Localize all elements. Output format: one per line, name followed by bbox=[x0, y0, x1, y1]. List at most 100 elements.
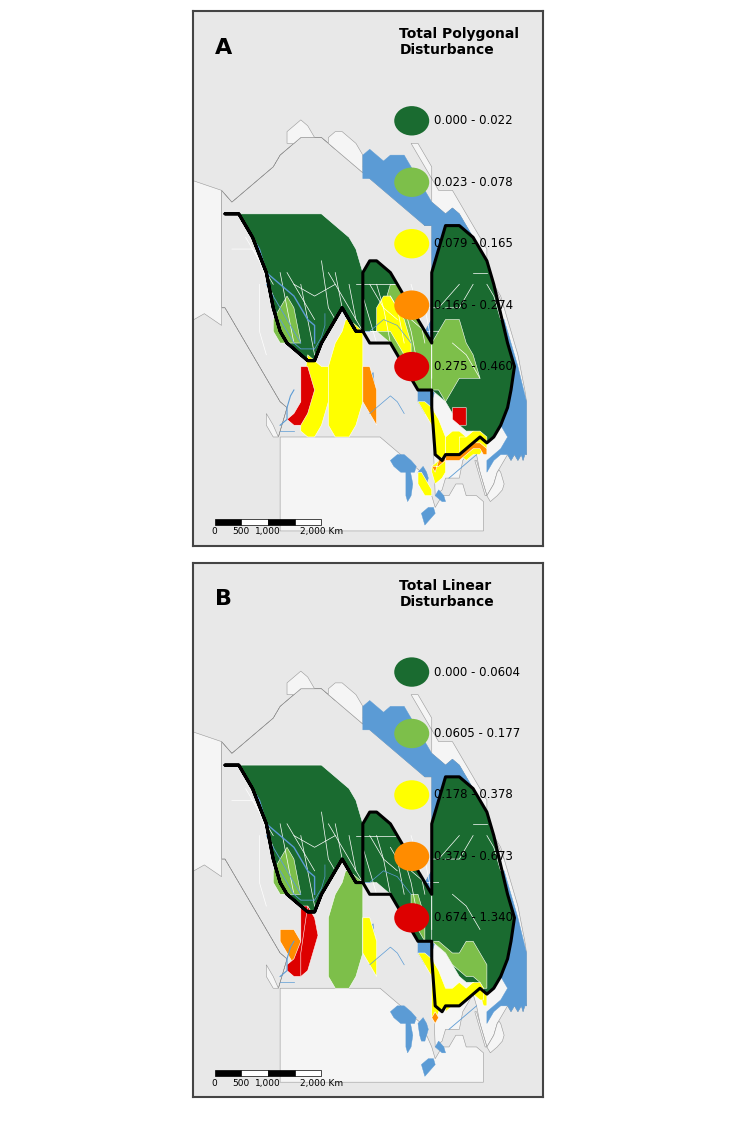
Bar bbox=[215, 520, 241, 525]
Polygon shape bbox=[363, 285, 432, 390]
Polygon shape bbox=[363, 918, 377, 976]
Polygon shape bbox=[418, 378, 432, 414]
Bar bbox=[241, 1071, 268, 1077]
Polygon shape bbox=[475, 1011, 487, 1047]
Ellipse shape bbox=[394, 781, 429, 810]
Text: 0.379 - 0.673: 0.379 - 0.673 bbox=[434, 849, 513, 863]
Polygon shape bbox=[435, 489, 445, 502]
Text: 0.275 - 0.460: 0.275 - 0.460 bbox=[434, 360, 513, 374]
Polygon shape bbox=[390, 1006, 417, 1024]
Polygon shape bbox=[487, 1022, 504, 1053]
Polygon shape bbox=[368, 924, 375, 953]
Polygon shape bbox=[225, 214, 363, 361]
Text: 2,000 Km: 2,000 Km bbox=[300, 528, 343, 537]
Ellipse shape bbox=[394, 106, 429, 135]
Bar bbox=[268, 1071, 295, 1077]
Polygon shape bbox=[418, 953, 445, 1011]
Polygon shape bbox=[280, 232, 294, 255]
Text: B: B bbox=[215, 588, 232, 609]
Polygon shape bbox=[280, 929, 301, 965]
Text: 0.166 - 0.274: 0.166 - 0.274 bbox=[434, 298, 514, 312]
Polygon shape bbox=[418, 929, 432, 965]
Polygon shape bbox=[328, 871, 363, 988]
Polygon shape bbox=[266, 414, 278, 436]
Ellipse shape bbox=[394, 657, 429, 686]
Polygon shape bbox=[432, 319, 480, 402]
Ellipse shape bbox=[394, 903, 429, 933]
Polygon shape bbox=[363, 812, 432, 942]
Polygon shape bbox=[328, 683, 363, 724]
Polygon shape bbox=[418, 472, 432, 496]
Polygon shape bbox=[222, 137, 526, 496]
Ellipse shape bbox=[394, 842, 429, 871]
Polygon shape bbox=[432, 958, 484, 1024]
Polygon shape bbox=[445, 431, 473, 454]
Text: 2,000 Km: 2,000 Km bbox=[300, 1079, 343, 1088]
Polygon shape bbox=[280, 436, 484, 531]
Polygon shape bbox=[390, 455, 417, 472]
Polygon shape bbox=[273, 296, 301, 343]
Bar bbox=[295, 520, 322, 525]
Polygon shape bbox=[445, 443, 487, 460]
Polygon shape bbox=[514, 953, 526, 1006]
Polygon shape bbox=[287, 906, 318, 976]
Polygon shape bbox=[304, 830, 322, 847]
Text: 500: 500 bbox=[233, 1079, 250, 1088]
Polygon shape bbox=[514, 402, 526, 455]
Polygon shape bbox=[453, 407, 466, 425]
Ellipse shape bbox=[394, 719, 429, 748]
Polygon shape bbox=[222, 688, 526, 1047]
Polygon shape bbox=[411, 894, 425, 942]
Polygon shape bbox=[287, 367, 314, 425]
Polygon shape bbox=[418, 402, 445, 460]
Polygon shape bbox=[301, 906, 318, 976]
Polygon shape bbox=[363, 261, 432, 390]
Bar bbox=[215, 1071, 241, 1077]
Text: 0.000 - 0.0604: 0.000 - 0.0604 bbox=[434, 666, 520, 678]
Polygon shape bbox=[422, 507, 435, 525]
Polygon shape bbox=[356, 876, 359, 894]
Polygon shape bbox=[363, 918, 377, 976]
Polygon shape bbox=[475, 460, 487, 496]
Bar bbox=[268, 520, 295, 525]
Text: 1,000: 1,000 bbox=[255, 1079, 281, 1088]
Bar bbox=[241, 520, 268, 525]
Polygon shape bbox=[280, 783, 294, 807]
Polygon shape bbox=[304, 278, 322, 296]
Text: 0.023 - 0.078: 0.023 - 0.078 bbox=[434, 176, 513, 189]
Text: 0: 0 bbox=[212, 528, 218, 537]
Polygon shape bbox=[266, 965, 278, 988]
Polygon shape bbox=[480, 319, 526, 472]
Polygon shape bbox=[225, 765, 363, 912]
Polygon shape bbox=[287, 120, 314, 143]
Polygon shape bbox=[377, 296, 411, 367]
Text: A: A bbox=[215, 37, 232, 57]
Polygon shape bbox=[129, 173, 222, 343]
Ellipse shape bbox=[394, 352, 429, 381]
Polygon shape bbox=[356, 325, 359, 343]
Polygon shape bbox=[129, 724, 222, 894]
Polygon shape bbox=[280, 988, 484, 1082]
Polygon shape bbox=[368, 372, 375, 402]
Polygon shape bbox=[445, 982, 487, 1011]
Polygon shape bbox=[363, 150, 484, 402]
Ellipse shape bbox=[394, 168, 429, 197]
Polygon shape bbox=[411, 143, 504, 308]
Polygon shape bbox=[459, 431, 487, 460]
Text: 0.178 - 0.378: 0.178 - 0.378 bbox=[434, 789, 513, 801]
Polygon shape bbox=[406, 1018, 413, 1053]
Text: 0: 0 bbox=[212, 1079, 218, 1088]
Polygon shape bbox=[325, 865, 333, 876]
Text: Total Polygonal
Disturbance: Total Polygonal Disturbance bbox=[400, 27, 520, 57]
Polygon shape bbox=[411, 694, 504, 860]
Polygon shape bbox=[418, 467, 428, 489]
Text: 0.674 - 1.340: 0.674 - 1.340 bbox=[434, 911, 514, 925]
Text: 1,000: 1,000 bbox=[255, 528, 281, 537]
Polygon shape bbox=[328, 319, 363, 436]
Polygon shape bbox=[328, 132, 363, 173]
Polygon shape bbox=[432, 777, 514, 994]
Text: 0.0605 - 0.177: 0.0605 - 0.177 bbox=[434, 727, 521, 740]
Polygon shape bbox=[432, 226, 514, 443]
Text: 0.000 - 0.022: 0.000 - 0.022 bbox=[434, 115, 513, 127]
Polygon shape bbox=[406, 467, 413, 502]
